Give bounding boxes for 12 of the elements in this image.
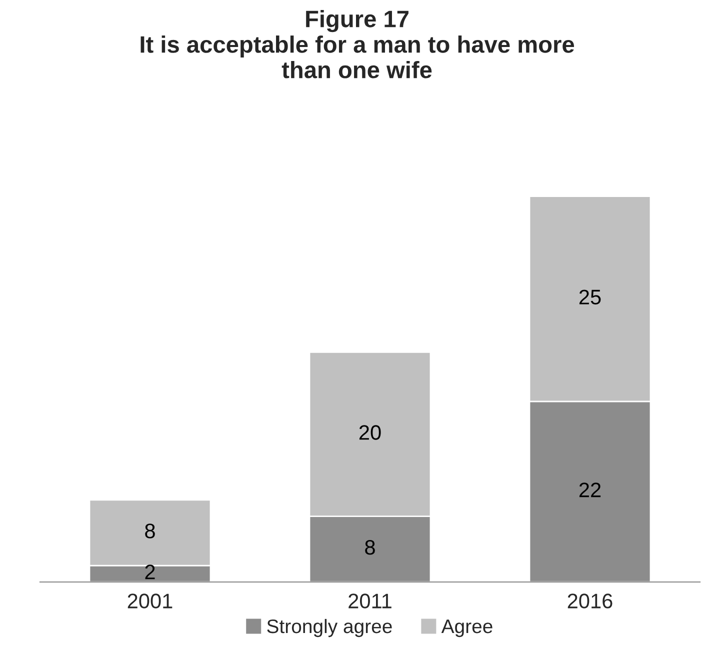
chart-title: Figure 17 It is acceptable for a man to have more than one wife: [140, 10, 574, 78]
x-tick-label: 2001: [128, 594, 172, 608]
data-label: 2: [145, 564, 155, 580]
x-tick-label: 2011: [348, 594, 392, 608]
data-label: 22: [579, 482, 601, 498]
x-tick-label: 2016: [568, 594, 612, 608]
data-label: 20: [359, 425, 381, 440]
legend-label: Strongly agree: [267, 618, 392, 638]
data-label: 25: [579, 290, 601, 304]
data-label: 8: [365, 540, 375, 555]
legend-label: Agree: [441, 620, 492, 638]
data-label: 8: [145, 524, 155, 538]
